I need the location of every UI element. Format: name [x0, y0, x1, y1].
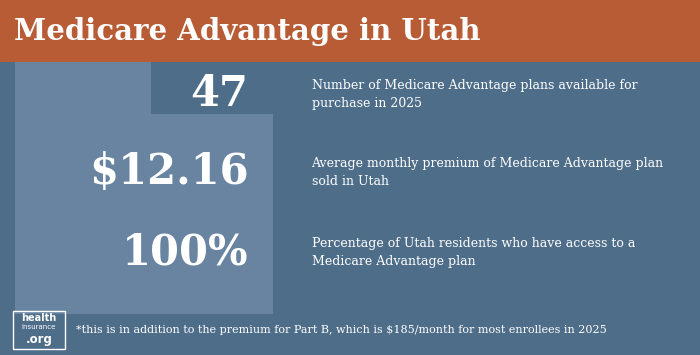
- Text: Percentage of Utah residents who have access to a
Medicare Advantage plan: Percentage of Utah residents who have ac…: [312, 236, 635, 268]
- Text: insurance: insurance: [22, 324, 56, 330]
- Text: Medicare Advantage in Utah: Medicare Advantage in Utah: [14, 17, 480, 45]
- Text: health: health: [21, 313, 57, 323]
- Text: Average monthly premium of Medicare Advantage plan
sold in Utah: Average monthly premium of Medicare Adva…: [312, 157, 664, 188]
- Text: 100%: 100%: [122, 231, 248, 273]
- Polygon shape: [15, 32, 273, 314]
- Bar: [0, 0, 700, 62]
- Text: .org: .org: [25, 333, 52, 346]
- Text: *this is in addition to the premium for Part B, which is $185/month for most enr: *this is in addition to the premium for …: [76, 325, 606, 335]
- Text: 47: 47: [190, 73, 248, 115]
- Text: $12.16: $12.16: [89, 151, 248, 193]
- Text: Number of Medicare Advantage plans available for
purchase in 2025: Number of Medicare Advantage plans avail…: [312, 78, 637, 110]
- Bar: [13, 311, 65, 349]
